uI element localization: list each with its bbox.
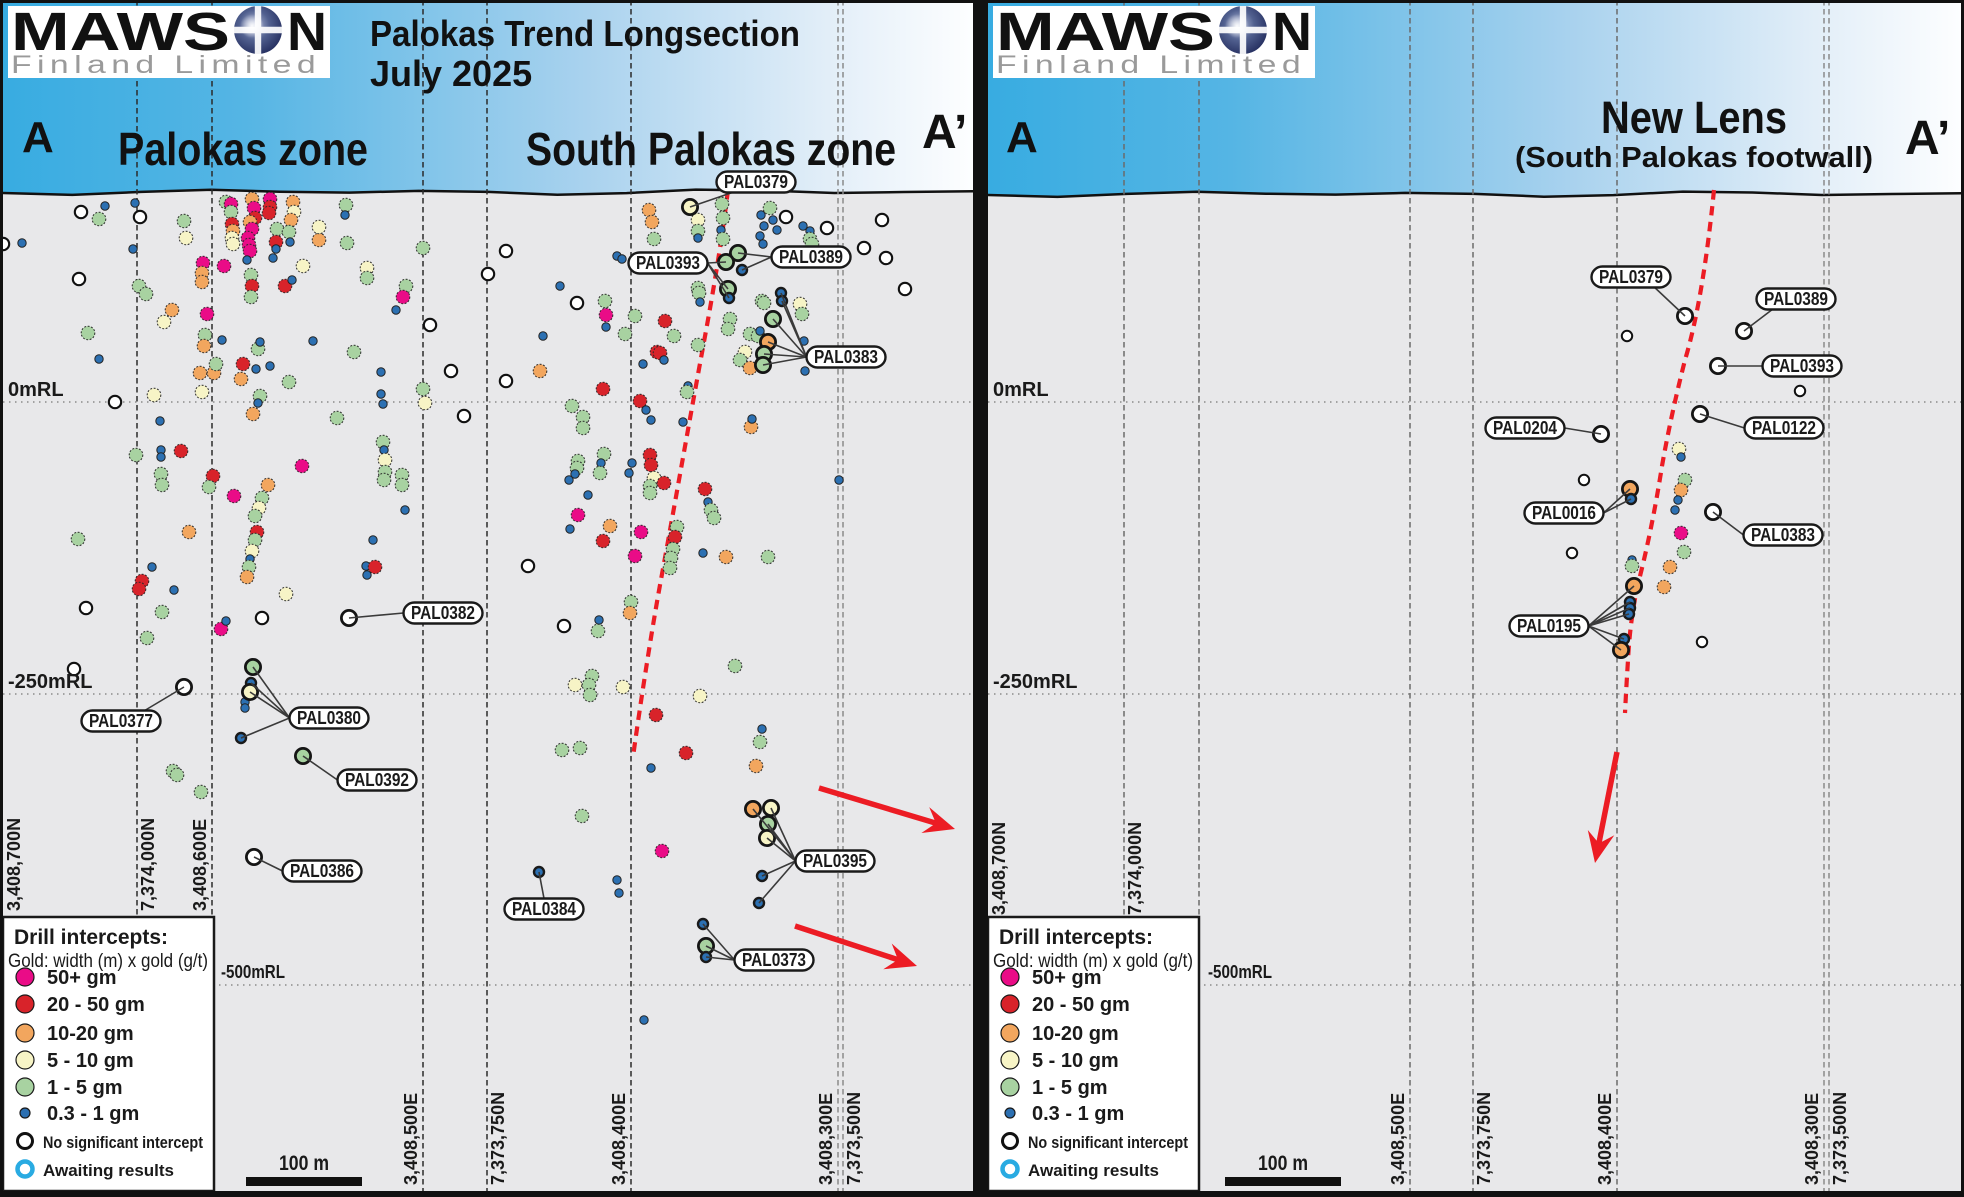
svg-text:20 - 50 gm: 20 - 50 gm xyxy=(47,994,145,1016)
svg-text:PAL0389: PAL0389 xyxy=(779,246,843,267)
svg-text:0mRL: 0mRL xyxy=(993,379,1049,401)
svg-text:A’: A’ xyxy=(922,106,967,159)
svg-text:100 m: 100 m xyxy=(279,1152,329,1175)
svg-text:A: A xyxy=(1006,113,1038,162)
svg-text:PAL0195: PAL0195 xyxy=(1517,615,1581,636)
svg-text:Gold: width (m) x gold (g/t): Gold: width (m) x gold (g/t) xyxy=(993,951,1193,972)
svg-text:10-20 gm: 10-20 gm xyxy=(1032,1023,1119,1045)
svg-text:N: N xyxy=(287,2,327,62)
svg-text:-500mRL: -500mRL xyxy=(1208,962,1272,982)
svg-text:No significant intercept: No significant intercept xyxy=(43,1133,203,1152)
svg-text:PAL0389: PAL0389 xyxy=(1764,288,1828,309)
svg-text:3,408,500E: 3,408,500E xyxy=(1388,1093,1408,1185)
svg-text:5 - 10 gm: 5 - 10 gm xyxy=(1032,1050,1119,1072)
svg-text:Finland Limited: Finland Limited xyxy=(996,51,1306,79)
svg-text:7,373,500N: 7,373,500N xyxy=(844,1092,864,1185)
svg-text:Drill intercepts:: Drill intercepts: xyxy=(999,926,1153,949)
svg-text:20 - 50 gm: 20 - 50 gm xyxy=(1032,994,1130,1016)
svg-text:0.3 - 1 gm: 0.3 - 1 gm xyxy=(1032,1103,1124,1125)
svg-text:PAL0204: PAL0204 xyxy=(1493,417,1558,438)
svg-text:PAL0122: PAL0122 xyxy=(1752,417,1816,438)
svg-text:PAL0395: PAL0395 xyxy=(803,850,867,871)
svg-text:3,408,700N: 3,408,700N xyxy=(4,818,24,911)
svg-text:Awaiting results: Awaiting results xyxy=(1028,1161,1159,1180)
svg-text:PAL0373: PAL0373 xyxy=(742,949,806,970)
svg-text:N: N xyxy=(1272,2,1312,62)
svg-text:MAWS: MAWS xyxy=(11,2,230,62)
svg-text:No significant intercept: No significant intercept xyxy=(1028,1133,1188,1152)
svg-text:MAWS: MAWS xyxy=(996,2,1215,62)
svg-text:A: A xyxy=(22,113,54,162)
svg-text:0.3 - 1 gm: 0.3 - 1 gm xyxy=(47,1103,139,1125)
svg-text:7,374,000N: 7,374,000N xyxy=(138,818,158,911)
svg-text:PAL0377: PAL0377 xyxy=(89,710,153,731)
svg-text:1 - 5 gm: 1 - 5 gm xyxy=(1032,1077,1108,1099)
svg-text:3,408,600E: 3,408,600E xyxy=(190,819,210,911)
svg-text:Drill intercepts:: Drill intercepts: xyxy=(14,926,168,949)
svg-text:New Lens: New Lens xyxy=(1601,92,1787,143)
svg-text:PAL0384: PAL0384 xyxy=(512,898,577,919)
svg-text:PAL0393: PAL0393 xyxy=(1770,355,1834,376)
svg-text:PAL0379: PAL0379 xyxy=(724,171,788,192)
svg-text:South Palokas zone: South Palokas zone xyxy=(526,123,896,175)
svg-text:3,408,400E: 3,408,400E xyxy=(609,1093,629,1185)
svg-text:50+ gm: 50+ gm xyxy=(47,967,116,989)
svg-text:PAL0016: PAL0016 xyxy=(1532,502,1596,523)
svg-text:3,408,700N: 3,408,700N xyxy=(989,822,1009,915)
svg-text:1 - 5 gm: 1 - 5 gm xyxy=(47,1077,123,1099)
svg-text:PAL0379: PAL0379 xyxy=(1599,266,1663,287)
svg-text:50+ gm: 50+ gm xyxy=(1032,967,1101,989)
svg-text:7,373,500N: 7,373,500N xyxy=(1830,1092,1850,1185)
svg-text:PAL0386: PAL0386 xyxy=(290,860,354,881)
svg-text:-250mRL: -250mRL xyxy=(993,671,1077,693)
svg-text:Finland Limited: Finland Limited xyxy=(11,51,321,79)
svg-text:3,408,500E: 3,408,500E xyxy=(401,1093,421,1185)
svg-text:5 - 10 gm: 5 - 10 gm xyxy=(47,1050,134,1072)
svg-text:3,408,300E: 3,408,300E xyxy=(816,1093,836,1185)
svg-text:PAL0383: PAL0383 xyxy=(1751,524,1815,545)
svg-text:PAL0380: PAL0380 xyxy=(297,707,361,728)
svg-text:PAL0382: PAL0382 xyxy=(411,602,475,623)
svg-text:Palokas zone: Palokas zone xyxy=(118,123,368,175)
svg-text:July 2025: July 2025 xyxy=(370,53,532,94)
svg-text:Gold: width (m) x gold (g/t): Gold: width (m) x gold (g/t) xyxy=(8,951,208,972)
svg-text:7,373,750N: 7,373,750N xyxy=(1474,1092,1494,1185)
svg-text:3,408,400E: 3,408,400E xyxy=(1595,1093,1615,1185)
svg-text:A’: A’ xyxy=(1905,112,1950,165)
svg-text:7,374,000N: 7,374,000N xyxy=(1125,822,1145,915)
svg-text:0mRL: 0mRL xyxy=(8,379,64,401)
svg-text:-500mRL: -500mRL xyxy=(221,962,285,982)
svg-text:-250mRL: -250mRL xyxy=(8,671,92,693)
svg-text:(South Palokas footwall): (South Palokas footwall) xyxy=(1515,142,1873,174)
svg-text:Awaiting results: Awaiting results xyxy=(43,1161,174,1180)
svg-text:10-20 gm: 10-20 gm xyxy=(47,1023,134,1045)
svg-text:100 m: 100 m xyxy=(1258,1152,1308,1175)
svg-text:Palokas Trend Longsection: Palokas Trend Longsection xyxy=(370,13,800,54)
svg-text:7,373,750N: 7,373,750N xyxy=(488,1092,508,1185)
svg-text:PAL0393: PAL0393 xyxy=(636,252,700,273)
svg-text:PAL0383: PAL0383 xyxy=(814,346,878,367)
svg-text:PAL0392: PAL0392 xyxy=(345,769,409,790)
svg-text:3,408,300E: 3,408,300E xyxy=(1802,1093,1822,1185)
